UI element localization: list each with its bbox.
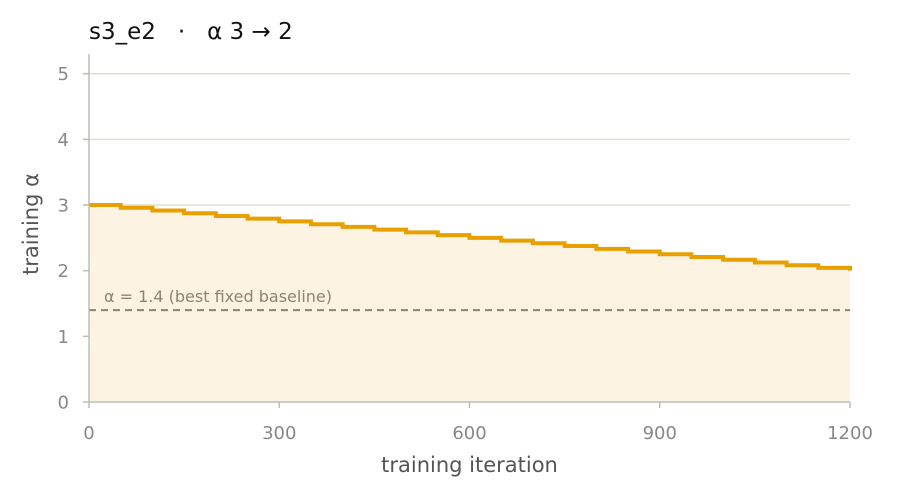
y-tick-label-3: 3 [58, 196, 69, 217]
baseline-annotation: α = 1.4 (best fixed baseline) [104, 287, 332, 306]
x-tick-label-600: 600 [452, 423, 486, 444]
x-tick-label-1200: 1200 [827, 423, 873, 444]
y-axis-title: training α [19, 173, 43, 275]
x-tick-label-0: 0 [83, 423, 94, 444]
y-tick-label-0: 0 [58, 393, 69, 414]
tick-layer: 0 1 2 3 4 5 0 300 600 900 1200 [58, 64, 873, 444]
series-layer [89, 203, 852, 271]
x-tick-label-300: 300 [262, 423, 296, 444]
y-tick-label-4: 4 [58, 130, 69, 151]
x-tick-label-900: 900 [643, 423, 677, 444]
y-tick-label-1: 1 [58, 327, 69, 348]
chart-title: s3_e2 · α 3 → 2 [89, 19, 293, 45]
y-tick-label-5: 5 [58, 64, 69, 85]
x-axis-title: training iteration [381, 453, 558, 477]
y-tick-label-2: 2 [58, 261, 69, 282]
alpha-step-line [89, 203, 852, 271]
